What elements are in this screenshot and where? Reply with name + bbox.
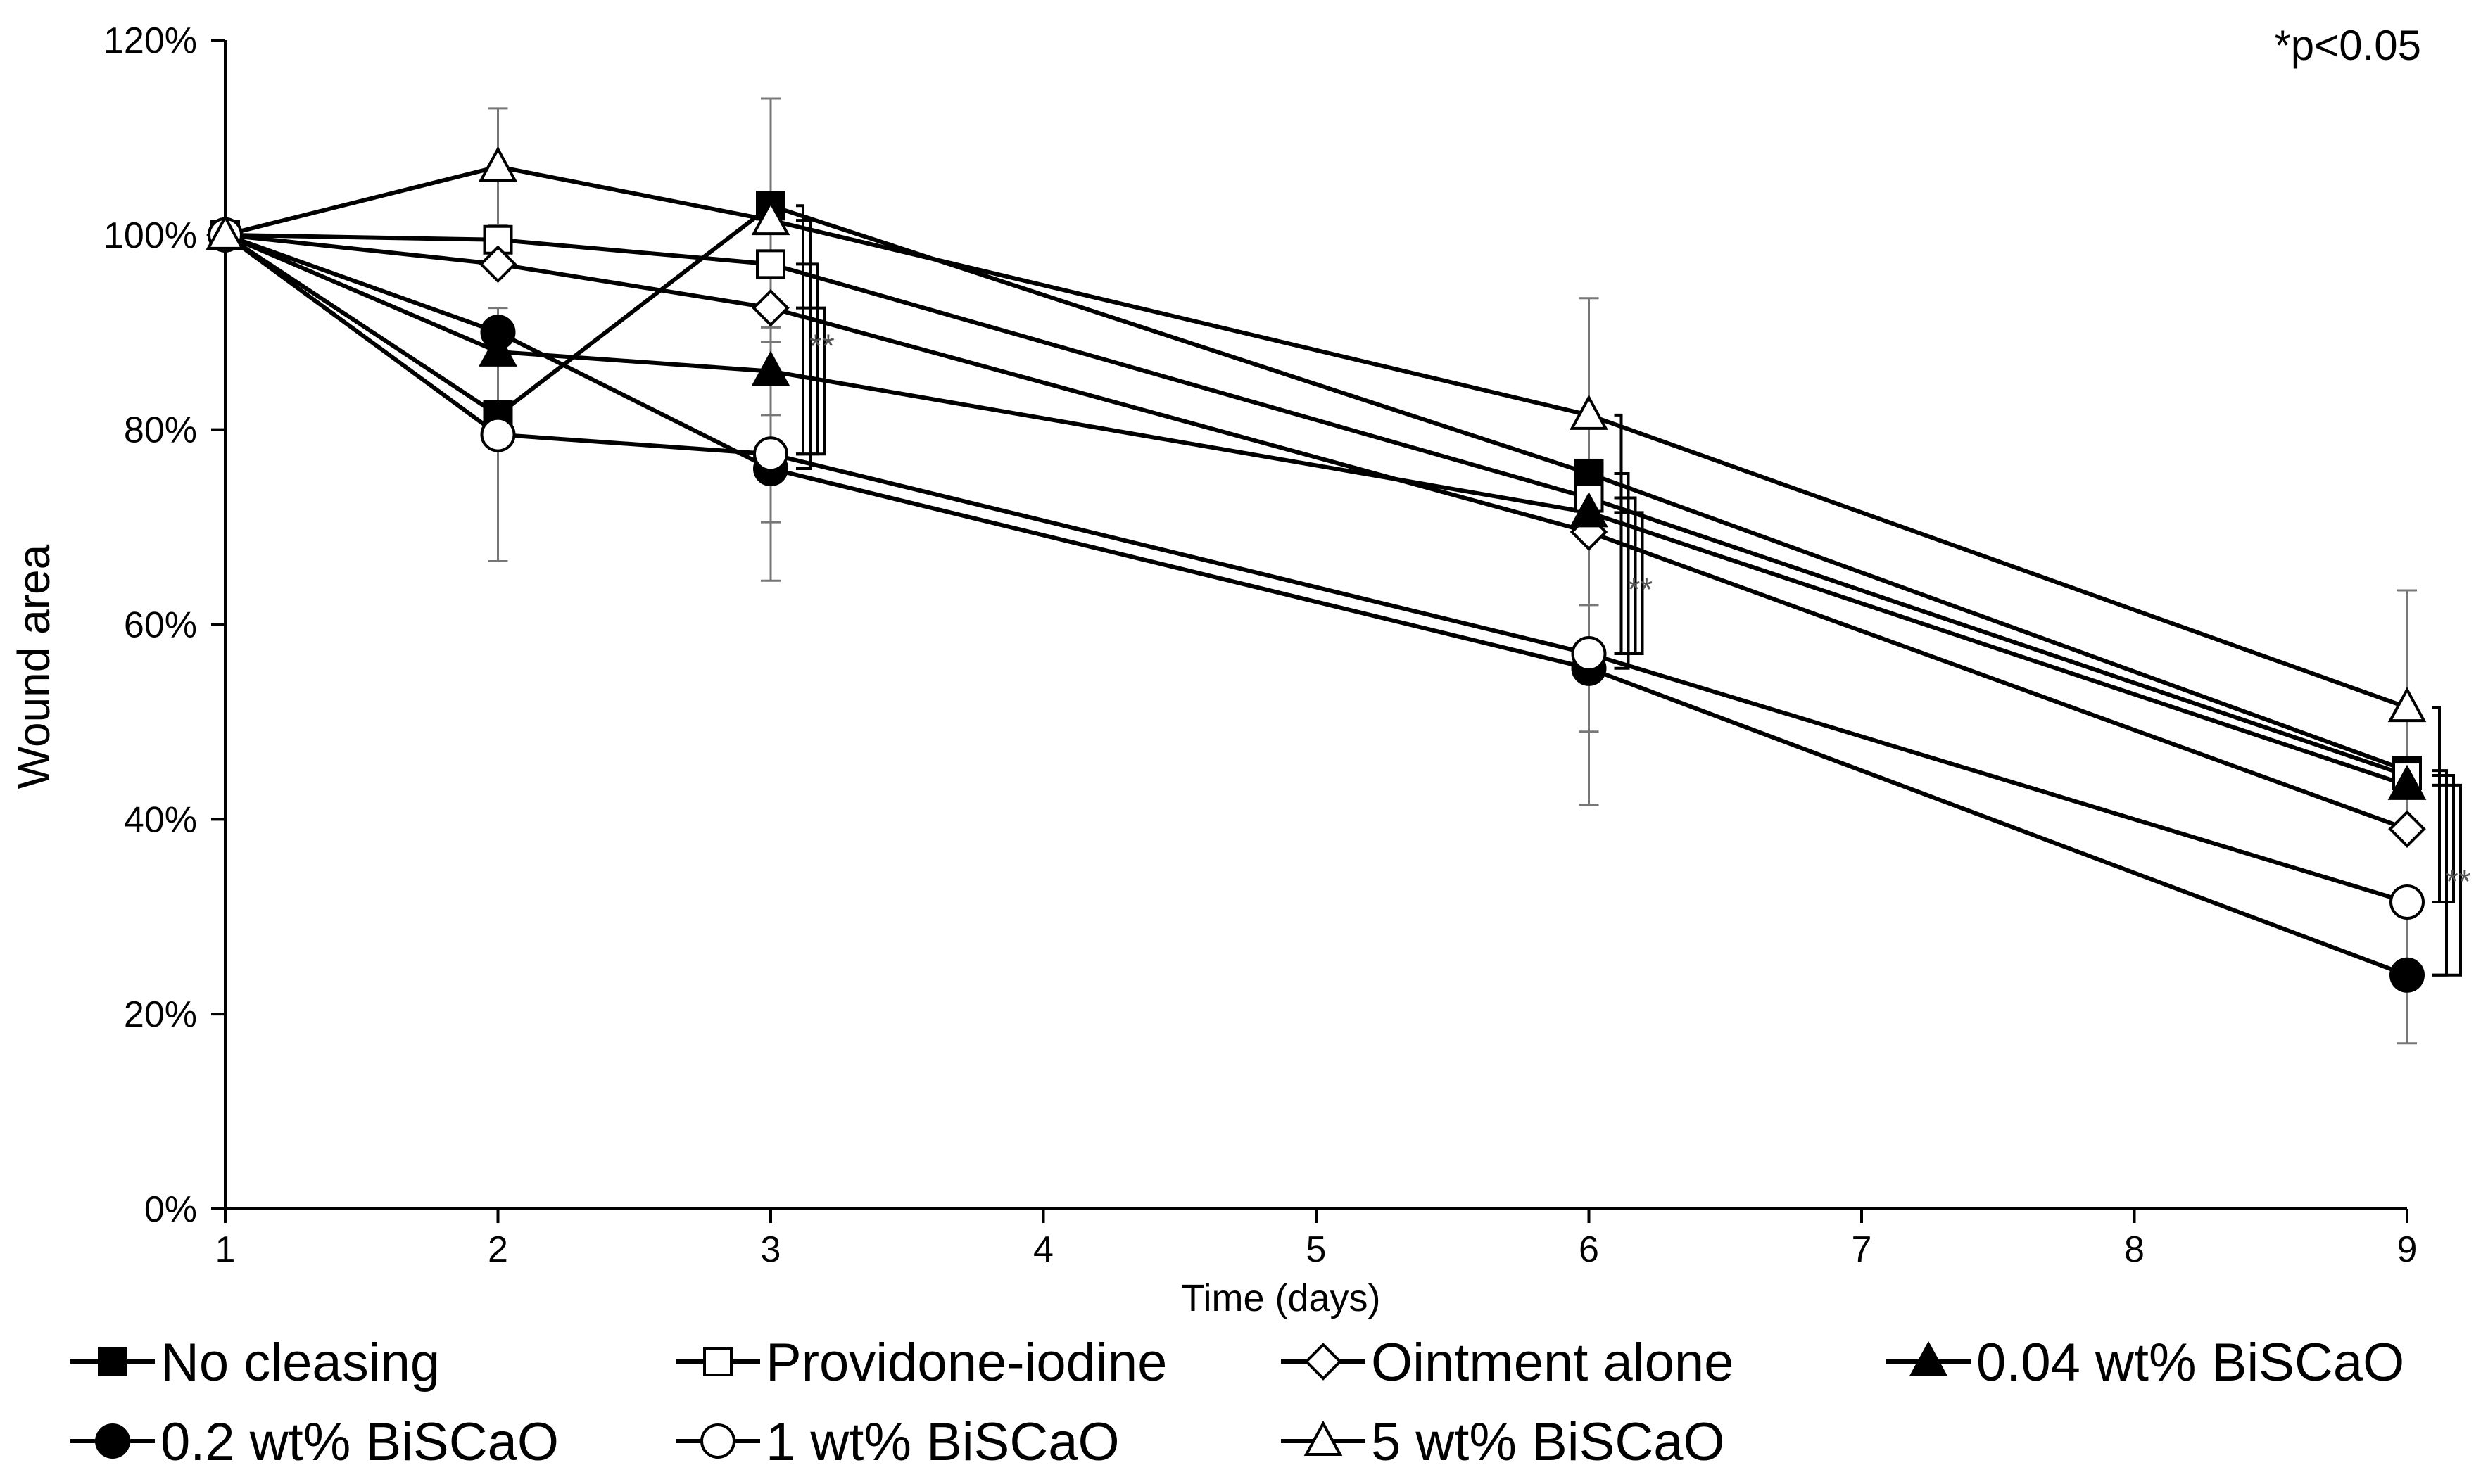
data-point-triangle — [2387, 764, 2427, 800]
series-line — [224, 233, 2408, 904]
significance-bracket — [2432, 783, 2462, 977]
series-lines — [224, 164, 2408, 977]
significance-brackets: ** ** ** — [796, 204, 2471, 977]
data-point-circle — [1571, 636, 1607, 672]
x-tick-label: 6 — [1579, 1229, 1599, 1270]
series-line — [224, 233, 2408, 787]
legend-label: 5 wt% BiSCaO — [1371, 1412, 1725, 1472]
legend-item: 0.04 wt% BiSCaO — [1886, 1333, 2404, 1393]
data-point-square — [98, 1347, 127, 1376]
significance-stars: ** — [1628, 571, 1653, 607]
significance-bracket — [2432, 774, 2455, 903]
legend-item: Providone-iodine — [676, 1333, 1167, 1393]
y-tick-label: 0% — [144, 1189, 197, 1230]
legend-label: Ointment alone — [1371, 1333, 1734, 1393]
data-point-triangle — [1303, 1420, 1343, 1456]
x-tick-label: 3 — [761, 1229, 781, 1270]
legend-item: Ointment alone — [1281, 1333, 1734, 1393]
legend-label: 1 wt% BiSCaO — [766, 1412, 1120, 1472]
significance-bracket — [2432, 706, 2441, 903]
x-tick-label: 7 — [1852, 1229, 1872, 1270]
x-tick-label: 2 — [488, 1229, 508, 1270]
data-point-diamond — [1304, 1343, 1342, 1381]
x-tick-label: 4 — [1033, 1229, 1054, 1270]
x-axis-title: Time (days) — [1181, 1277, 1380, 1319]
significance-bracket — [1614, 413, 1623, 656]
data-point-triangle — [479, 146, 517, 182]
series-line — [225, 232, 2408, 778]
data-point-triangle — [2387, 686, 2427, 723]
y-tick-label: 100% — [103, 215, 197, 256]
axes — [211, 39, 2408, 1223]
legend-label: Providone-iodine — [766, 1333, 1167, 1393]
data-point-triangle — [751, 199, 790, 236]
y-tick-label: 40% — [124, 799, 197, 840]
significance-stars: ** — [2446, 863, 2471, 900]
significance-note: *p<0.05 — [2274, 22, 2421, 69]
significance-bracket — [796, 219, 812, 471]
x-tick-label: 1 — [215, 1229, 236, 1270]
data-point-triangle — [1570, 394, 1608, 430]
data-point-diamond — [2388, 810, 2426, 849]
significance-stars: ** — [809, 327, 835, 364]
legend-label: 0.2 wt% BiSCaO — [160, 1412, 559, 1472]
data-point-circle — [2389, 884, 2425, 920]
y-tick-label: 20% — [124, 994, 197, 1035]
x-tick-label: 9 — [2397, 1229, 2418, 1270]
y-tick-label: 120% — [103, 20, 197, 61]
data-point-circle — [95, 1423, 130, 1459]
data-point-circle — [753, 436, 788, 472]
data-point-triangle — [1909, 1340, 1948, 1376]
data-point-square — [1574, 458, 1604, 488]
y-tick-label: 60% — [124, 605, 197, 646]
legend-item: 1 wt% BiSCaO — [676, 1412, 1120, 1472]
data-point-triangle — [751, 350, 790, 386]
data-point-circle — [700, 1423, 735, 1459]
y-axis-title: Wound area — [8, 544, 59, 789]
legend-label: 0.04 wt% BiSCaO — [1976, 1333, 2404, 1393]
data-point-square — [703, 1347, 733, 1376]
legend: No cleasing Providone-iodine Ointment alon… — [70, 1333, 2404, 1472]
series-line — [224, 203, 2408, 773]
series-markers — [206, 146, 2427, 993]
legend-item: No cleasing — [70, 1333, 440, 1393]
legend-label: No cleasing — [160, 1333, 440, 1393]
series-line — [225, 232, 2408, 831]
legend-item: 0.2 wt% BiSCaO — [70, 1412, 559, 1472]
data-point-square — [756, 249, 785, 279]
data-point-diamond — [752, 288, 790, 327]
axis-labels: 0% 20% 40% 60% 80% 100% 120% 1 2 3 4 5 6 7 8 9 — [103, 20, 2417, 1270]
x-tick-label: 8 — [2124, 1229, 2145, 1270]
significance-bracket — [1614, 471, 1630, 670]
data-point-triangle — [1570, 492, 1608, 528]
error-bars — [488, 97, 2417, 1045]
x-tick-label: 5 — [1306, 1229, 1327, 1270]
significance-bracket — [796, 204, 804, 456]
series-line — [224, 233, 2408, 977]
data-point-triangle — [206, 214, 245, 250]
y-tick-label: 80% — [124, 410, 197, 451]
data-point-diamond — [479, 245, 517, 284]
data-point-circle — [480, 417, 516, 452]
data-point-circle — [480, 315, 516, 350]
data-point-circle — [2389, 957, 2425, 993]
legend-item: 5 wt% BiSCaO — [1281, 1412, 1725, 1472]
